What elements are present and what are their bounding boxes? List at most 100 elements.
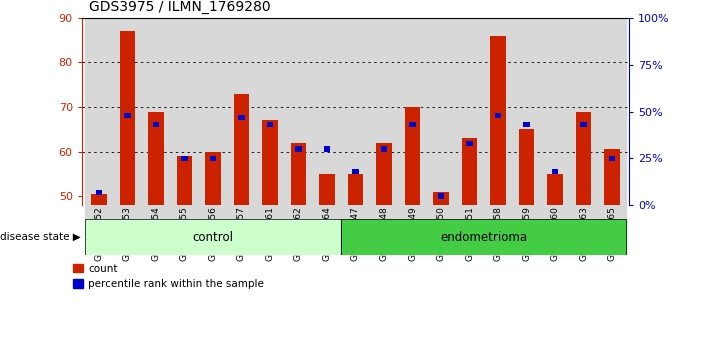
Bar	[513, 205, 541, 219]
Bar	[205, 152, 221, 205]
Text: endometrioma: endometrioma	[440, 231, 528, 244]
Text: GSM572758: GSM572758	[493, 206, 503, 261]
Bar	[523, 122, 530, 127]
Bar	[176, 156, 192, 205]
Text: GSM572764: GSM572764	[323, 206, 331, 261]
Text: GSM572760: GSM572760	[550, 206, 560, 261]
Text: GSM572749: GSM572749	[408, 206, 417, 261]
Bar	[91, 194, 107, 205]
Bar	[370, 205, 398, 219]
Bar	[341, 219, 626, 255]
Bar	[398, 18, 427, 205]
Bar	[598, 18, 626, 205]
Text: GSM572759: GSM572759	[522, 206, 531, 261]
Text: GSM572765: GSM572765	[608, 206, 616, 261]
Bar	[341, 18, 370, 205]
Bar	[455, 205, 483, 219]
Bar	[541, 205, 570, 219]
Text: GSM572752: GSM572752	[95, 206, 103, 261]
Bar	[570, 18, 598, 205]
Bar	[433, 192, 449, 205]
Bar	[313, 18, 341, 205]
Bar	[427, 205, 455, 219]
Text: disease state ▶: disease state ▶	[0, 232, 81, 242]
Bar	[267, 122, 273, 127]
Bar	[438, 193, 444, 199]
Bar	[461, 138, 477, 205]
Bar	[256, 18, 284, 205]
Text: GSM572748: GSM572748	[380, 206, 388, 261]
Text: GSM572750: GSM572750	[437, 206, 446, 261]
Bar	[198, 205, 228, 219]
Bar	[405, 107, 420, 205]
Bar	[570, 205, 598, 219]
Bar	[291, 143, 306, 205]
Bar	[513, 18, 541, 205]
Bar	[228, 18, 256, 205]
Bar	[427, 18, 455, 205]
Bar	[228, 205, 256, 219]
Bar	[141, 18, 170, 205]
Bar	[398, 205, 427, 219]
Bar	[324, 147, 330, 152]
Bar	[256, 205, 284, 219]
Legend: count, percentile rank within the sample: count, percentile rank within the sample	[73, 264, 264, 289]
Text: GSM572755: GSM572755	[180, 206, 189, 261]
Text: GSM572763: GSM572763	[579, 206, 588, 261]
Bar	[153, 122, 159, 127]
Bar	[348, 174, 363, 205]
Bar	[295, 147, 301, 152]
Text: GSM572757: GSM572757	[237, 206, 246, 261]
Bar	[370, 18, 398, 205]
Bar	[234, 94, 250, 205]
Bar	[181, 156, 188, 161]
Bar	[210, 156, 216, 161]
Bar	[85, 18, 113, 205]
Text: GSM572751: GSM572751	[465, 206, 474, 261]
Bar	[313, 205, 341, 219]
Bar	[85, 219, 341, 255]
Bar	[381, 147, 387, 152]
Bar	[580, 122, 587, 127]
Bar	[376, 143, 392, 205]
Bar	[141, 205, 170, 219]
Bar	[319, 174, 335, 205]
Bar	[604, 149, 620, 205]
Bar	[483, 18, 513, 205]
Bar	[598, 205, 626, 219]
Bar	[341, 219, 626, 255]
Bar	[96, 189, 102, 195]
Bar	[170, 18, 198, 205]
Bar	[519, 129, 535, 205]
Bar	[466, 141, 473, 146]
Bar	[490, 35, 506, 205]
Bar	[455, 18, 483, 205]
Bar	[547, 174, 563, 205]
Bar	[353, 169, 358, 174]
Bar	[541, 18, 570, 205]
Bar	[284, 205, 313, 219]
Text: control: control	[193, 231, 233, 244]
Bar	[552, 169, 558, 174]
Bar	[148, 112, 164, 205]
Bar	[124, 113, 131, 118]
Bar	[85, 205, 113, 219]
Text: GSM572761: GSM572761	[265, 206, 274, 261]
Bar	[198, 18, 228, 205]
Text: GSM572747: GSM572747	[351, 206, 360, 261]
Text: GSM572754: GSM572754	[151, 206, 161, 261]
Text: GSM572756: GSM572756	[208, 206, 218, 261]
Bar	[238, 114, 245, 120]
Bar	[284, 18, 313, 205]
Bar	[119, 31, 135, 205]
Bar	[410, 122, 416, 127]
Bar	[483, 205, 513, 219]
Bar	[113, 18, 141, 205]
Bar	[85, 219, 341, 255]
Bar	[341, 205, 370, 219]
Bar	[495, 113, 501, 118]
Bar	[576, 112, 592, 205]
Bar	[609, 156, 615, 161]
Bar	[113, 205, 141, 219]
Text: GSM572753: GSM572753	[123, 206, 132, 261]
